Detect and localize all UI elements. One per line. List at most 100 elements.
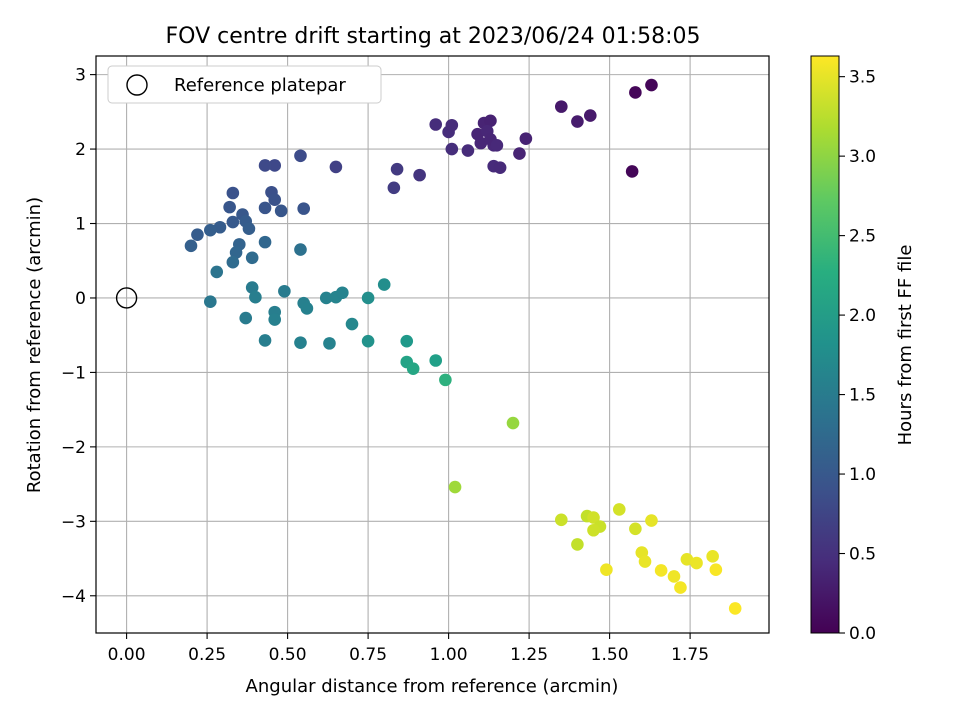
x-tick-label: 0.00 — [108, 645, 146, 665]
data-point — [461, 144, 475, 157]
data-point — [213, 220, 227, 234]
data-point — [645, 514, 658, 527]
colorbar-tick-label: 3.5 — [849, 68, 876, 88]
data-point — [484, 114, 497, 128]
data-point — [268, 313, 282, 326]
data-point — [638, 555, 652, 568]
data-point — [226, 215, 240, 229]
x-axis-label: Angular distance from reference (arcmin) — [246, 676, 619, 697]
x-axis-ticks: 0.00 0.25 0.50 0.75 1.00 1.25 1.50 1.75 — [108, 633, 709, 665]
data-point — [493, 161, 507, 174]
data-point — [680, 552, 694, 566]
data-point — [571, 538, 584, 551]
data-point — [645, 78, 658, 92]
colorbar-tick-label: 1.0 — [849, 465, 876, 485]
reference-platepar-marker — [115, 287, 138, 309]
data-point — [587, 523, 600, 537]
grid-lines — [96, 56, 769, 633]
scatter-points — [115, 78, 742, 615]
data-point — [300, 302, 314, 315]
data-point — [361, 334, 375, 348]
data-point — [258, 159, 272, 172]
data-point — [294, 336, 307, 349]
data-point — [555, 100, 568, 113]
data-point — [226, 255, 240, 269]
y-tick-label: 2 — [75, 140, 86, 160]
data-point — [223, 200, 236, 214]
data-point — [319, 291, 333, 305]
legend-marker-open-circle — [126, 74, 148, 96]
data-point — [571, 115, 584, 128]
data-point — [471, 127, 484, 141]
data-point — [245, 281, 259, 294]
data-point — [429, 118, 443, 131]
data-point — [439, 373, 452, 387]
data-point — [387, 181, 401, 195]
data-point — [513, 147, 526, 160]
data-point — [245, 251, 259, 265]
colorbar-tick-label: 2.0 — [849, 306, 876, 326]
data-point — [204, 223, 217, 237]
legend-label: Reference platepar — [174, 75, 346, 96]
x-tick-label: 1.75 — [671, 645, 709, 665]
data-point — [654, 564, 668, 577]
x-tick-label: 0.25 — [188, 645, 226, 665]
x-tick-label: 1.00 — [430, 645, 468, 665]
data-point — [345, 317, 359, 331]
data-point — [667, 570, 681, 583]
data-point — [674, 581, 687, 594]
data-point — [709, 563, 723, 577]
data-point — [258, 235, 272, 249]
data-point — [429, 354, 443, 367]
data-point — [413, 168, 426, 182]
data-point — [184, 239, 198, 253]
data-point — [506, 416, 520, 430]
y-tick-label: −1 — [61, 363, 86, 383]
data-point — [583, 109, 597, 122]
data-point — [690, 556, 703, 570]
colorbar-tick-label: 3.0 — [849, 147, 876, 167]
data-point — [258, 201, 272, 215]
data-point — [706, 550, 719, 563]
colorbar-gradient — [810, 55, 840, 634]
data-point — [629, 522, 642, 536]
data-point — [555, 513, 568, 527]
colorbar-tick-label: 2.5 — [849, 227, 876, 247]
y-tick-label: −3 — [61, 512, 86, 532]
data-point — [258, 334, 272, 347]
y-tick-label: 0 — [75, 289, 86, 309]
y-axis-label: Rotation from reference (arcmin) — [24, 197, 45, 493]
data-point — [274, 204, 288, 218]
colorbar-tick-label: 0.0 — [849, 624, 876, 644]
colorbar-label: Hours from first FF file — [895, 245, 916, 446]
data-point — [268, 159, 282, 172]
data-point — [519, 132, 533, 145]
data-point — [242, 222, 256, 236]
colorbar-ticks: 0.0 0.5 1.0 1.5 2.0 2.5 3.0 3.5 — [839, 68, 876, 644]
x-tick-label: 1.50 — [591, 645, 629, 665]
data-point — [191, 228, 204, 241]
data-point — [445, 142, 459, 156]
data-point — [612, 503, 626, 516]
data-point — [625, 165, 639, 178]
data-point — [239, 311, 253, 325]
legend: Reference platepar — [107, 65, 382, 104]
data-point — [323, 337, 336, 350]
x-tick-label: 0.75 — [349, 645, 387, 665]
x-tick-label: 0.50 — [269, 645, 307, 665]
data-point — [728, 602, 742, 615]
data-point — [400, 334, 414, 348]
data-point — [278, 284, 291, 298]
data-point — [297, 202, 310, 215]
colorbar-tick-label: 1.5 — [849, 386, 876, 406]
data-point — [249, 290, 262, 304]
y-tick-label: 1 — [75, 215, 86, 235]
data-point — [268, 193, 282, 206]
data-point — [210, 265, 224, 279]
data-point — [600, 563, 613, 577]
data-point — [390, 162, 404, 176]
data-point — [329, 160, 343, 174]
data-point — [226, 186, 240, 200]
data-point — [629, 86, 642, 99]
